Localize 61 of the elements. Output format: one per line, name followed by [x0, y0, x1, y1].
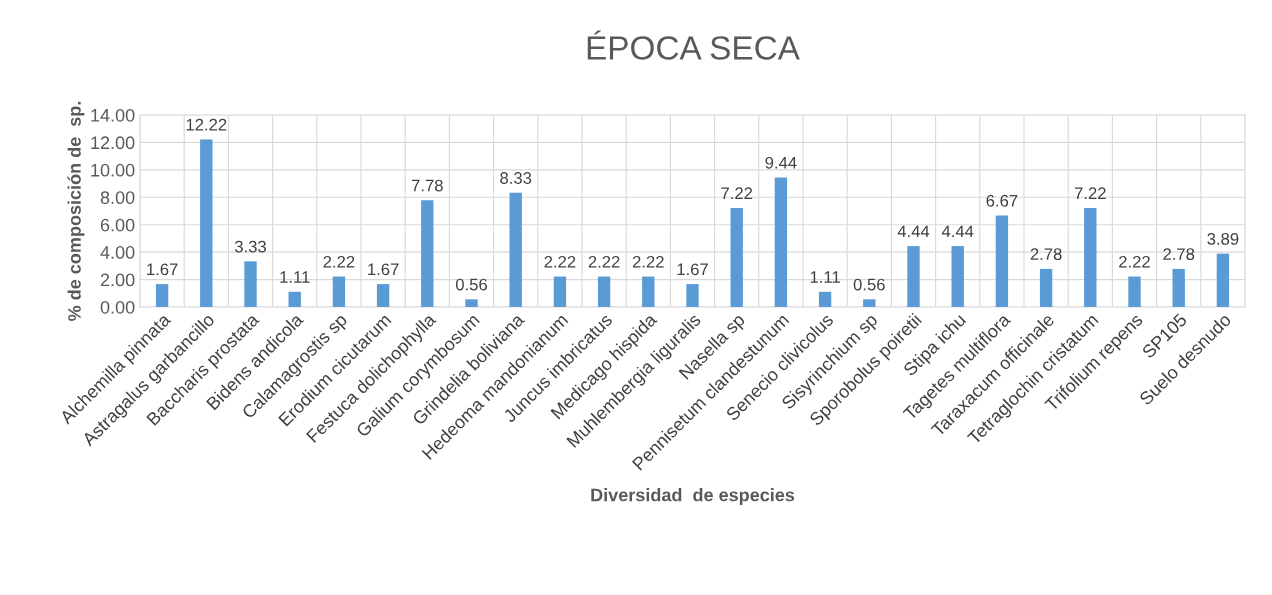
data-label: 2.22 — [632, 255, 664, 268]
bar — [951, 246, 964, 307]
data-label: 6.67 — [986, 194, 1018, 207]
bar — [730, 207, 743, 307]
y-tick-label: 4.00 — [100, 246, 135, 259]
data-label: 7.22 — [721, 187, 753, 199]
y-tick-label: 2.00 — [100, 273, 135, 287]
y-axis-title: % de composición de sp. — [67, 101, 85, 321]
data-label: 0.56 — [455, 278, 487, 291]
bar — [465, 299, 478, 307]
bar — [421, 200, 434, 307]
bar — [774, 177, 788, 307]
data-label: 7.22 — [1074, 187, 1106, 199]
data-label: 9.44 — [765, 156, 797, 169]
data-label: 2.22 — [588, 255, 620, 268]
bar — [907, 246, 920, 307]
data-label: 2.22 — [1119, 255, 1150, 268]
data-label: 2.22 — [544, 255, 576, 268]
data-label: 2.78 — [1163, 248, 1195, 261]
data-label: 4.44 — [897, 225, 930, 238]
data-label: 1.11 — [280, 271, 310, 283]
bar — [509, 192, 522, 307]
y-tick-label: 0.00 — [100, 300, 135, 314]
bar — [995, 215, 1009, 307]
bar — [1216, 253, 1230, 307]
y-tick-label: 12.00 — [91, 136, 135, 150]
y-tick-label: 10.00 — [91, 163, 135, 177]
y-tick-label: 6.00 — [100, 218, 135, 232]
data-label: 1.67 — [677, 263, 708, 276]
data-label: 2.78 — [1030, 248, 1062, 261]
data-label: 3.33 — [234, 240, 266, 253]
data-label: 0.56 — [853, 278, 885, 291]
bar — [1039, 268, 1053, 307]
bar — [376, 284, 390, 307]
data-label: 4.44 — [941, 225, 974, 238]
data-label: 1.67 — [368, 263, 399, 276]
bar — [686, 284, 699, 307]
data-label: 3.89 — [1207, 233, 1239, 245]
bar — [597, 276, 611, 307]
bar — [332, 276, 346, 307]
bar — [863, 299, 876, 307]
data-label: 1.67 — [147, 263, 178, 276]
bar — [1128, 276, 1141, 307]
data-label: 1.11 — [810, 271, 840, 283]
data-label: 2.22 — [323, 255, 355, 268]
bar — [553, 276, 567, 307]
bar — [642, 276, 655, 307]
bar — [1084, 207, 1097, 307]
bar — [288, 291, 301, 307]
bar — [244, 261, 257, 307]
data-label: 8.33 — [500, 172, 532, 184]
data-label: 7.78 — [411, 179, 443, 192]
y-tick-label: 14.00 — [91, 108, 135, 122]
y-tick-label: 8.00 — [100, 191, 135, 205]
bar — [155, 284, 169, 307]
bar — [818, 291, 832, 307]
data-label: 12.22 — [186, 118, 227, 131]
bar — [1172, 268, 1185, 307]
x-axis-title: Diversidad de especies — [591, 488, 795, 505]
bar — [200, 139, 213, 307]
chart-title: ÉPOCA SECA — [587, 30, 800, 60]
